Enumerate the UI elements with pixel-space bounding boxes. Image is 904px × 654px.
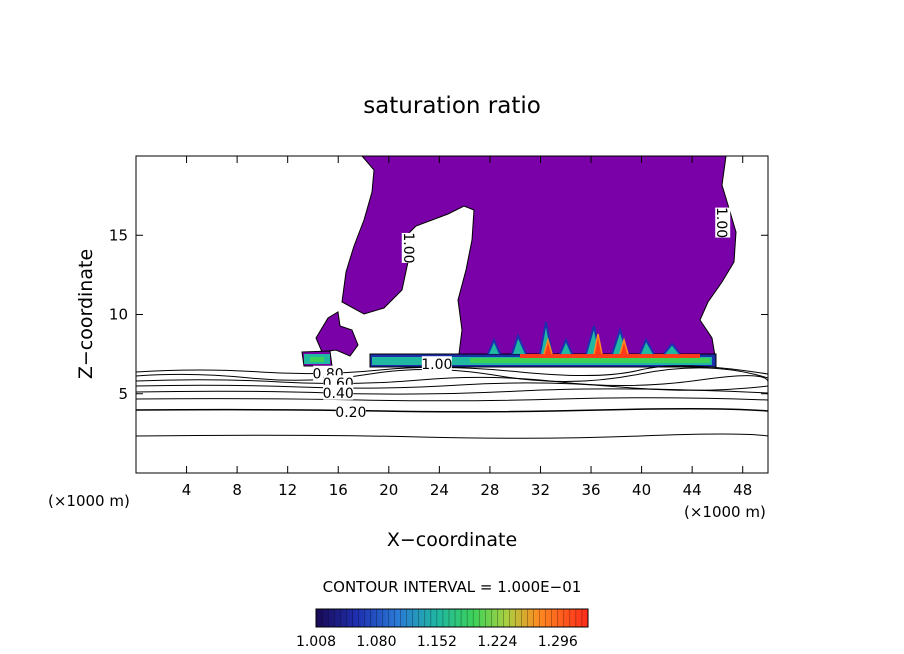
supersaturation-region-small [315,311,359,357]
contour-label-bg [323,384,354,400]
contour-label: 0.20 [335,405,366,421]
x-unit-left: (×1000 m) [48,492,130,510]
chart-title: saturation ratio [363,93,541,119]
x-tick-label: 36 [581,481,600,499]
x-tick-label: 28 [480,481,499,499]
supersaturation-region-main [341,156,737,363]
contour-label: 0.40 [323,386,354,402]
colorbar [315,608,589,628]
colorbar-tick-label: 1.008 [296,634,336,650]
plot-area [136,156,768,439]
contour-label-bg [401,232,417,263]
contour-labels: 1.001.001.000.800.600.400.20 [313,207,731,421]
contour-label-bg [715,207,731,238]
y-axis-label: Z−coordinate [75,249,97,379]
y-tick-label: 15 [109,226,128,244]
colorbar-tick-label: 1.224 [477,634,517,650]
contour-label: 1.00 [421,357,452,373]
x-tick-label: 48 [733,481,752,499]
colorbar-ticks: 1.008 1.080 1.152 1.224 1.296 [296,634,578,650]
x-tick-label: 12 [278,481,297,499]
x-tick-label: 4 [182,481,192,499]
x-tick-label: 20 [379,481,398,499]
x-tick-label: 24 [430,481,449,499]
x-axis-label: X−coordinate [387,529,517,551]
contour-label: 1.00 [713,207,729,238]
contour-label-bg [335,403,366,419]
colorbar-tick-label: 1.152 [417,634,457,650]
x-tick-label: 40 [632,481,651,499]
y-axis: 5 10 15 [109,226,768,403]
colorbar-stripes [321,609,583,627]
colorbar-tick-label: 1.080 [356,634,396,650]
x-axis: 4 8 12 16 20 24 28 32 36 40 44 48 [182,156,752,499]
contour-interval: CONTOUR INTERVAL = 1.000E−01 [323,578,582,596]
x-tick-label: 16 [329,481,348,499]
contour-label-bg [421,356,452,372]
x-tick-label: 32 [531,481,550,499]
x-tick-label: 44 [683,481,702,499]
colorbar-tick-label: 1.296 [538,634,578,650]
y-tick-label: 10 [109,306,128,324]
y-tick-label: 5 [118,385,128,403]
x-unit-right: (×1000 m) [684,503,766,521]
contour-label: 1.00 [400,232,416,263]
x-tick-label: 8 [232,481,242,499]
